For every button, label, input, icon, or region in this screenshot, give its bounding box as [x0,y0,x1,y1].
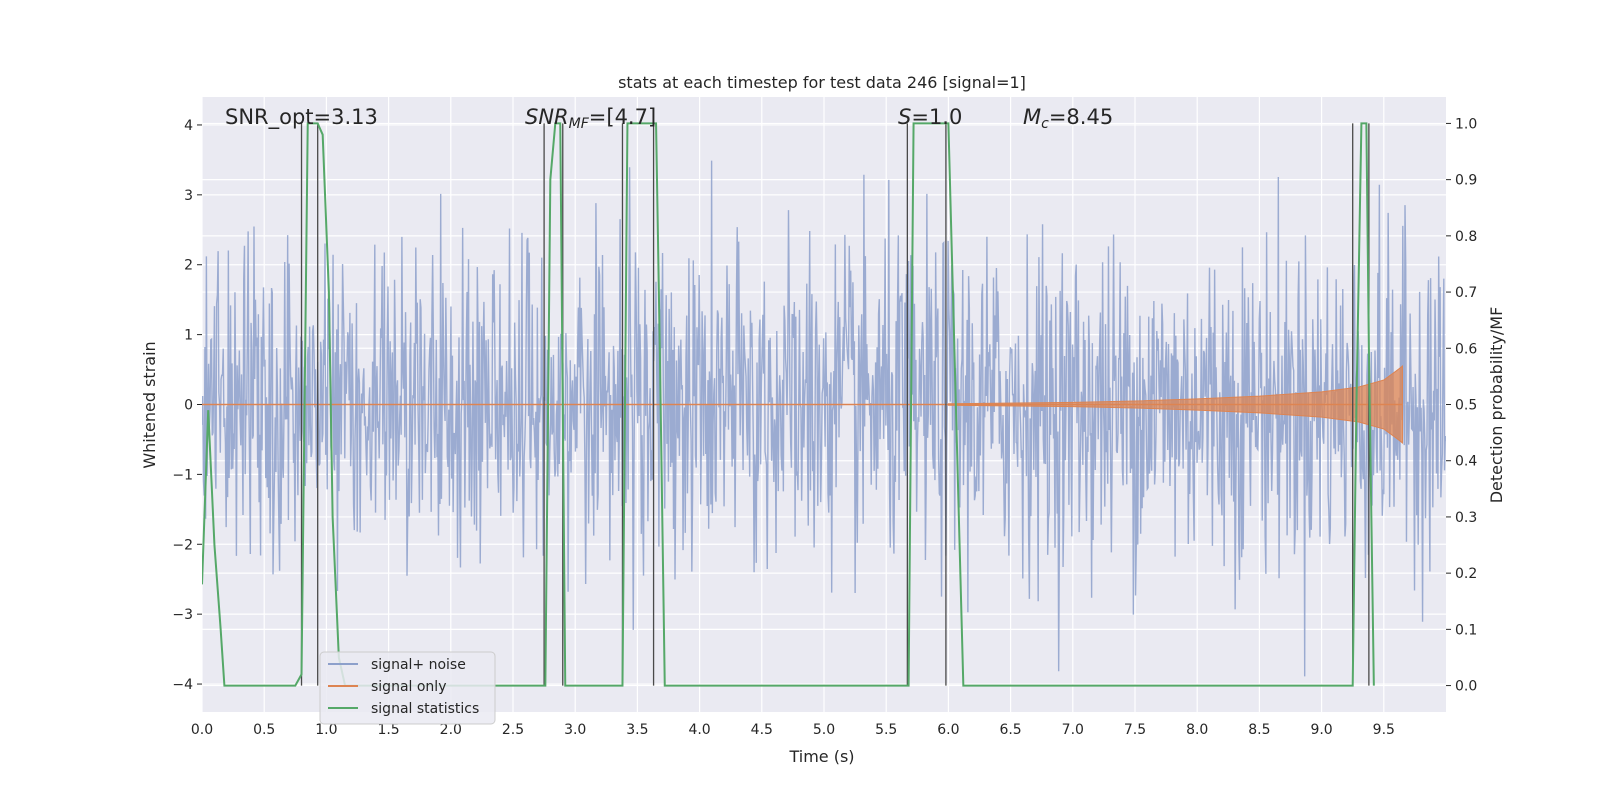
x-tick-label: 0.5 [253,722,275,738]
y-tick-label: 4 [184,118,193,134]
y2-tick-label: 0.7 [1455,285,1477,301]
y-tick-label: −4 [172,677,193,693]
y-tick-label: 3 [184,188,193,204]
x-tick-label: 5.0 [813,722,835,738]
y2-tick-label: 0.8 [1455,229,1477,245]
y2-tick-label: 0.3 [1455,510,1477,526]
y2-tick-label: 0.2 [1455,566,1477,582]
x-tick-label: 4.0 [688,722,710,738]
x-tick-label: 6.5 [999,722,1021,738]
y2-tick-label: 1.0 [1455,116,1477,132]
noise-line [202,160,1446,677]
stats-line [202,122,1375,687]
chart-title: stats at each timestep for test data 246… [618,73,1026,92]
y2-axis-label: Detection probability/MF [1487,307,1506,504]
y-tick-label: −3 [172,607,193,623]
y2-tick-label: 0.5 [1455,398,1477,414]
y2-tick-label: 0.4 [1455,454,1477,470]
x-tick-label: 4.5 [751,722,773,738]
y2-axis-ticks: 1.0 0.9 0.8 0.7 0.6 0.5 0.4 0.3 0.2 0.1 0.0 [1446,116,1477,695]
y-tick-label: 2 [184,258,193,274]
threshold-vlines [300,123,1370,686]
x-axis-ticks: 0.0 0.5 1.0 1.5 2.0 2.5 3.0 3.5 4.0 4.5 5.0 5.5 6.0 6… [191,722,1395,738]
annotation-snr-opt: SNR_opt=3.13 [225,105,378,130]
signal-envelope [947,365,1403,444]
y-axis-label: Whitened strain [140,341,159,468]
x-tick-label: 8.5 [1248,722,1270,738]
y-axis-ticks: 4 3 2 1 0 −1 −2 −3 −4 [172,118,202,693]
x-tick-label: 9.5 [1373,722,1395,738]
legend-label-noise: signal+ noise [371,657,466,673]
x-tick-label: 5.5 [875,722,897,738]
y-tick-label: 1 [184,328,193,344]
x-tick-label: 2.5 [502,722,524,738]
annotation-snr-mf: SNRMF=[4.7] [525,105,656,132]
y2-tick-label: 0.0 [1455,679,1477,695]
series-signal-noise [202,160,1446,677]
x-tick-label: 3.0 [564,722,586,738]
x-tick-label: 9.0 [1310,722,1332,738]
annotation-mc: Mc=8.45 [1023,105,1113,132]
legend-label-stats: signal statistics [371,701,479,717]
x-tick-label: 0.0 [191,722,213,738]
series-signal-statistics [202,122,1375,687]
series-signal-only [202,365,1403,444]
legend: signal+ noise signal only signal statist… [319,651,496,725]
y-tick-label: 0 [184,398,193,414]
annotation-s: S=1.0 [898,105,962,129]
x-tick-label: 7.0 [1062,722,1084,738]
x-axis-label: Time (s) [788,747,854,766]
y2-tick-label: 0.6 [1455,341,1477,357]
y-tick-label: −1 [172,467,193,483]
x-tick-label: 6.0 [937,722,959,738]
x-tick-label: 8.0 [1186,722,1208,738]
x-tick-label: 3.5 [626,722,648,738]
y2-tick-label: 0.9 [1455,173,1477,189]
x-tick-label: 1.5 [377,722,399,738]
legend-label-signal: signal only [371,679,446,695]
x-tick-label: 1.0 [315,722,337,738]
y2-tick-label: 0.1 [1455,622,1477,638]
y-tick-label: −2 [172,537,193,553]
x-tick-label: 2.0 [440,722,462,738]
x-tick-label: 7.5 [1124,722,1146,738]
legend-box [319,651,496,725]
